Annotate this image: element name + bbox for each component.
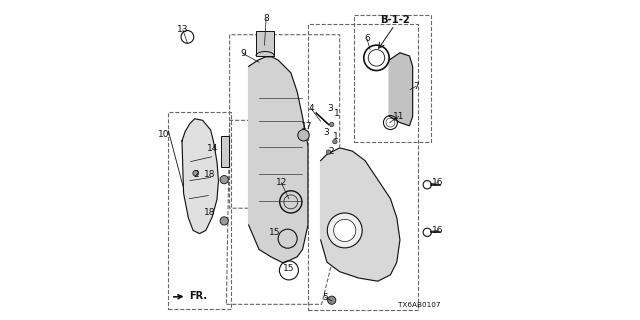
- Text: 17: 17: [301, 122, 312, 131]
- Text: 2: 2: [193, 170, 199, 179]
- Text: 15: 15: [283, 264, 294, 273]
- Circle shape: [220, 217, 228, 225]
- Circle shape: [326, 150, 331, 154]
- Text: FR.: FR.: [173, 291, 207, 301]
- Circle shape: [220, 176, 228, 184]
- Text: 2: 2: [328, 147, 333, 156]
- Text: 4: 4: [308, 104, 314, 113]
- Polygon shape: [248, 57, 308, 263]
- Text: 12: 12: [276, 178, 287, 187]
- Bar: [256, 31, 275, 56]
- Text: 16: 16: [432, 178, 444, 187]
- Bar: [168, 112, 231, 309]
- Polygon shape: [321, 148, 400, 281]
- Text: 1: 1: [334, 108, 340, 117]
- Text: 11: 11: [393, 112, 404, 121]
- Text: 3: 3: [323, 128, 329, 137]
- Text: 18: 18: [204, 208, 216, 217]
- Text: 7: 7: [413, 82, 419, 91]
- Text: 3: 3: [328, 104, 333, 113]
- Text: 15: 15: [269, 228, 281, 237]
- Circle shape: [333, 140, 337, 144]
- Text: 5: 5: [322, 292, 328, 301]
- Circle shape: [298, 130, 309, 141]
- Text: 10: 10: [158, 130, 170, 139]
- Bar: [221, 136, 229, 167]
- Polygon shape: [389, 53, 413, 126]
- Circle shape: [328, 296, 336, 304]
- Circle shape: [333, 219, 356, 242]
- Text: TX6AB0107: TX6AB0107: [397, 302, 440, 308]
- Text: 18: 18: [204, 170, 216, 179]
- Circle shape: [327, 213, 362, 248]
- Text: 1: 1: [333, 132, 339, 141]
- Bar: [355, 15, 431, 142]
- Text: B-1-2: B-1-2: [380, 15, 410, 25]
- Text: 16: 16: [432, 226, 444, 235]
- Circle shape: [330, 122, 334, 127]
- Text: 14: 14: [207, 144, 219, 153]
- Text: 13: 13: [177, 25, 189, 35]
- Text: 9: 9: [241, 49, 246, 58]
- Bar: [308, 24, 419, 310]
- Text: 8: 8: [263, 14, 269, 23]
- Text: 6: 6: [364, 34, 370, 43]
- Circle shape: [193, 171, 198, 176]
- Polygon shape: [182, 119, 218, 234]
